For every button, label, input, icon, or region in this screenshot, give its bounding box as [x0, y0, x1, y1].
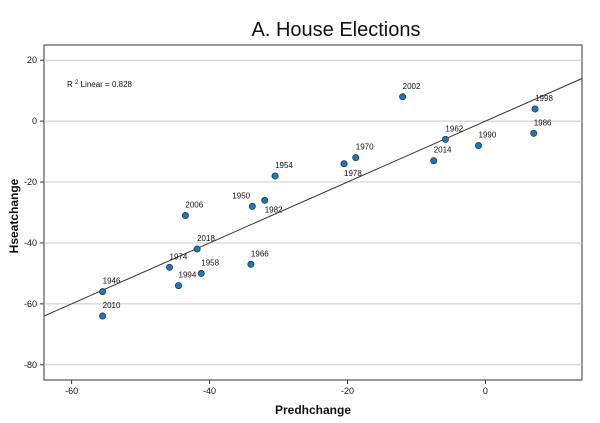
data-point	[248, 202, 256, 210]
data-point	[430, 157, 438, 165]
point-label: 2002	[403, 82, 421, 91]
y-tick-label: -60	[24, 299, 37, 309]
y-tick-label: -80	[24, 360, 37, 370]
data-point	[197, 269, 205, 277]
point-label: 1978	[344, 169, 362, 178]
point-label: 1986	[534, 118, 552, 127]
point-label: 1946	[103, 277, 121, 286]
data-point	[531, 105, 539, 113]
point-label: 1982	[265, 205, 283, 214]
data-point	[530, 129, 538, 137]
x-tick-label: -60	[65, 386, 78, 396]
point-labels-layer: 1946 2010 1974 1994 2006 2018 1958 1950 1966 1982…	[103, 82, 554, 310]
r-squared-prefix: R	[67, 80, 73, 89]
y-tick-label: 20	[27, 55, 37, 65]
y-tick-label: -40	[24, 238, 37, 248]
x-axis-label: Predhchange	[275, 403, 351, 417]
point-label: 1998	[535, 94, 553, 103]
data-point	[340, 160, 348, 168]
regression-line	[43, 78, 583, 317]
r-squared-annotation: R 2 Linear = 0.828	[67, 80, 133, 89]
y-axis-label: Hseatchange	[7, 178, 21, 253]
point-label: 2018	[197, 234, 215, 243]
point-label: 1950	[232, 191, 250, 200]
data-point	[441, 135, 449, 143]
y-tick-label: 0	[32, 116, 37, 126]
data-point	[193, 245, 201, 253]
data-point	[352, 154, 360, 162]
point-label: 1974	[170, 252, 188, 261]
r-squared-superscript: 2	[75, 80, 79, 86]
data-point	[99, 312, 107, 320]
y-axis: 20 0 -20 -40 -60 -80	[24, 55, 44, 370]
chart-title: A. House Elections	[252, 19, 421, 41]
data-point	[247, 260, 255, 268]
data-point	[166, 263, 174, 271]
r-squared-suffix: Linear = 0.828	[81, 80, 133, 89]
plot-area: 1946 2010 1974 1994 2006 2018 1958 1950 1966 1982…	[43, 44, 583, 381]
x-tick-label: 0	[483, 386, 488, 396]
point-label: 1990	[479, 131, 497, 140]
data-point	[174, 282, 182, 290]
plot-frame	[43, 44, 583, 381]
point-label: 1954	[275, 161, 293, 170]
data-point	[475, 141, 483, 149]
grid-layer	[44, 59, 582, 366]
data-point	[399, 93, 407, 101]
x-tick-label: -40	[203, 386, 216, 396]
point-label: 2010	[103, 301, 121, 310]
data-point	[271, 172, 279, 180]
y-tick-label: -20	[24, 177, 37, 187]
data-point	[99, 288, 107, 296]
point-label: 1966	[251, 249, 269, 258]
x-tick-label: -20	[341, 386, 354, 396]
point-label: 1994	[179, 271, 197, 280]
points-layer	[99, 93, 539, 320]
data-point	[261, 196, 269, 204]
title-layer: A. House Elections	[252, 19, 421, 41]
point-label: 1962	[445, 124, 463, 133]
point-label: 1958	[201, 258, 219, 267]
point-label: 2006	[185, 201, 203, 210]
point-label: 2014	[434, 146, 452, 155]
x-axis: -60 -40 -20 0	[65, 380, 488, 396]
point-label: 1970	[356, 143, 374, 152]
data-point	[181, 212, 189, 220]
